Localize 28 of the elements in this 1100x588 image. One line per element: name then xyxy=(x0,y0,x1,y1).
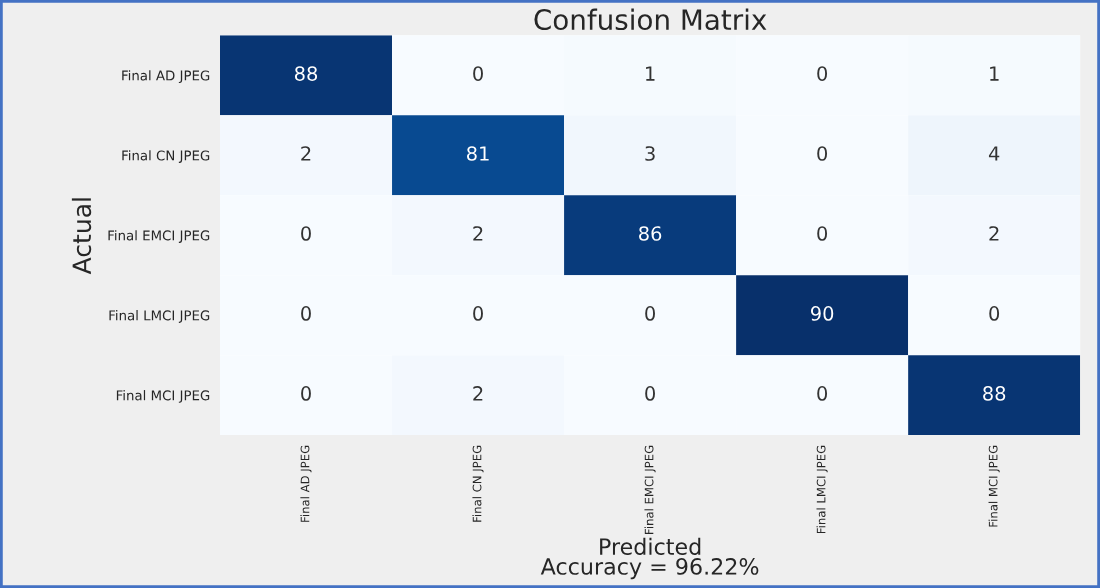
data-label: 81 xyxy=(467,146,489,161)
data-label: 0 xyxy=(301,226,311,241)
data-label: 0 xyxy=(645,386,655,401)
data-label: 4 xyxy=(988,146,1000,161)
data-label: 0 xyxy=(473,66,483,81)
data-label: 0 xyxy=(301,386,311,401)
data-label: 0 xyxy=(473,306,483,321)
data-label: 0 xyxy=(645,306,655,321)
chart-title: Confusion Matrix xyxy=(534,8,767,31)
data-label: 0 xyxy=(301,306,311,321)
data-label: 2 xyxy=(473,386,483,401)
data-label: 0 xyxy=(817,146,828,161)
data-label: 2 xyxy=(301,146,311,161)
data-label: 88 xyxy=(983,386,1006,401)
data-label: 88 xyxy=(294,66,318,81)
data-label: 0 xyxy=(817,226,828,241)
data-label: 0 xyxy=(817,66,828,81)
x-axis-title: Predicted Accuracy = 96.22% xyxy=(540,537,759,580)
data-label: 2 xyxy=(473,226,483,241)
data-label: 3 xyxy=(645,146,655,161)
data-label: 0 xyxy=(989,306,1000,321)
data-label: 1 xyxy=(646,66,655,81)
data-label: 0 xyxy=(817,386,828,401)
data-label: 2 xyxy=(989,226,999,241)
data-label: 90 xyxy=(810,306,834,321)
y-axis-title: Actual xyxy=(71,198,92,275)
data-label: 1 xyxy=(990,66,999,81)
data-label: 86 xyxy=(639,226,662,241)
